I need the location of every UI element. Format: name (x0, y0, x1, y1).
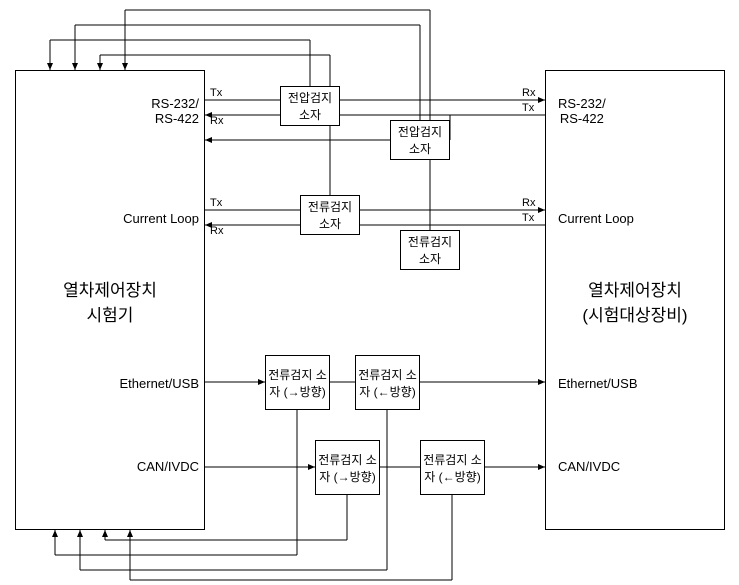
can-detect-left: 전류검지 소자 (←방향) (420, 440, 485, 495)
eth-detect-left: 전류검지 소자 (←방향) (355, 355, 420, 410)
right-block-title: 열차제어장치 (시험대상장비) (546, 276, 724, 326)
left-rs232-rx: Rx (210, 115, 223, 127)
voltage-detect-2-label: 전압검지 소자 (391, 123, 449, 157)
right-rs232-tx: Tx (522, 102, 534, 114)
voltage-detect-1: 전압검지 소자 (280, 86, 340, 126)
left-cl-rx: Rx (210, 225, 223, 237)
eth-detect-right-label: 전류검지 소자 (→방향) (266, 366, 329, 400)
voltage-detect-1-label: 전압검지 소자 (281, 89, 339, 123)
current-detect-1-label: 전류검지 소자 (301, 198, 359, 232)
current-detect-1: 전류검지 소자 (300, 195, 360, 235)
can-detect-right-label: 전류검지 소자 (→방향) (316, 451, 379, 485)
right-cl-rx: Rx (522, 197, 535, 209)
left-rs232-tx: Tx (210, 87, 222, 99)
right-rs232-rx: Rx (522, 87, 535, 99)
current-detect-2-label: 전류검지 소자 (401, 233, 459, 267)
eth-detect-right: 전류검지 소자 (→방향) (265, 355, 330, 410)
left-cl-tx: Tx (210, 197, 222, 209)
diagram-canvas: 열차제어장치 시험기 RS-232/ RS-422 Current Loop E… (0, 0, 739, 585)
left-block-title: 열차제어장치 시험기 (16, 276, 204, 326)
right-port-can: CAN/IVDC (558, 459, 620, 474)
right-port-current-loop: Current Loop (558, 211, 634, 226)
right-cl-tx: Tx (522, 212, 534, 224)
can-detect-left-label: 전류검지 소자 (←방향) (421, 451, 484, 485)
left-block: 열차제어장치 시험기 RS-232/ RS-422 Current Loop E… (15, 70, 205, 530)
left-port-can: CAN/IVDC (137, 459, 199, 474)
current-detect-2: 전류검지 소자 (400, 230, 460, 270)
eth-detect-left-label: 전류검지 소자 (←방향) (356, 366, 419, 400)
left-port-rs232: RS-232/ RS-422 (151, 96, 199, 126)
voltage-detect-2: 전압검지 소자 (390, 120, 450, 160)
can-detect-right: 전류검지 소자 (→방향) (315, 440, 380, 495)
left-port-ethernet: Ethernet/USB (120, 376, 200, 391)
left-port-current-loop: Current Loop (123, 211, 199, 226)
right-block: 열차제어장치 (시험대상장비) RS-232/ RS-422 Current L… (545, 70, 725, 530)
right-port-rs232: RS-232/ RS-422 (558, 96, 606, 126)
right-port-ethernet: Ethernet/USB (558, 376, 638, 391)
